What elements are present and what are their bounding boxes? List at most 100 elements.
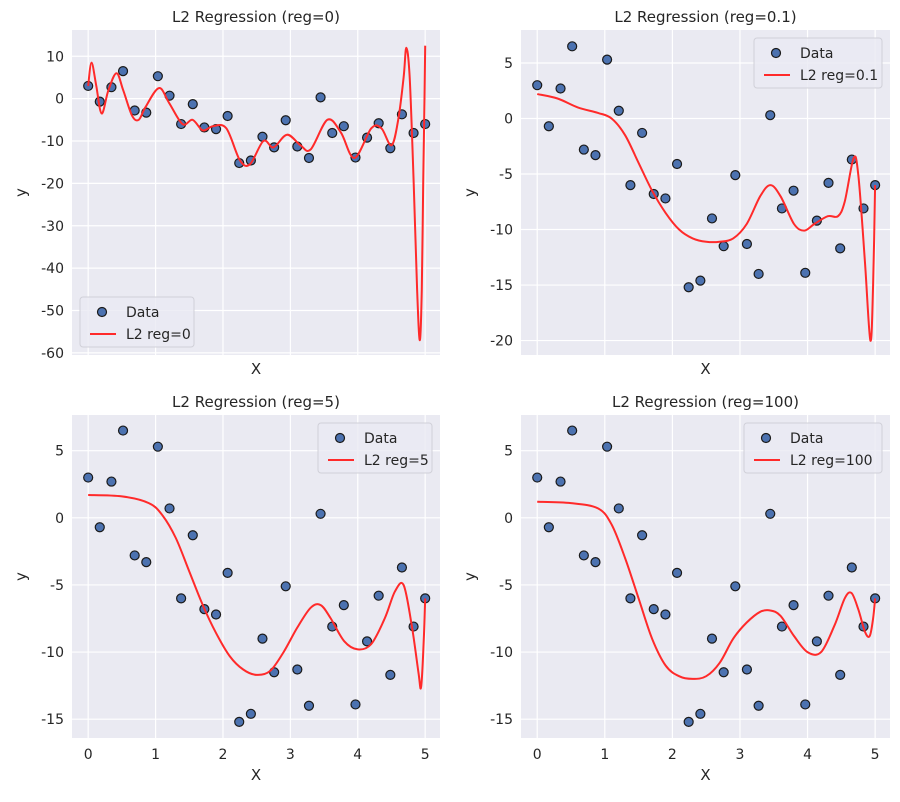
y-tick-label: -40	[41, 261, 64, 277]
data-point	[788, 185, 799, 196]
y-axis-label: y	[461, 188, 479, 197]
y-tick-label: -60	[41, 346, 64, 362]
y-tick-label: 0	[55, 92, 64, 108]
data-point	[396, 562, 408, 573]
data-point	[222, 110, 233, 122]
y-tick-label: 5	[504, 56, 513, 72]
x-tick-label: 4	[803, 747, 812, 763]
data-point	[257, 633, 268, 644]
data-point	[222, 567, 233, 578]
data-point	[420, 118, 431, 130]
data-point	[823, 590, 834, 601]
x-tick-label: 5	[421, 747, 430, 763]
data-point	[315, 92, 326, 103]
plot-marks	[83, 45, 431, 342]
data-point	[532, 80, 543, 91]
legend-label-line: L2 reg=0	[126, 327, 191, 343]
data-point	[543, 522, 554, 533]
data-point	[800, 699, 811, 710]
y-tick-label: 5	[504, 444, 513, 460]
plot-marks	[532, 425, 881, 727]
data-point	[280, 581, 291, 592]
y-tick-label: 0	[504, 111, 513, 127]
data-point	[660, 193, 671, 204]
y-tick-label: -5	[499, 167, 513, 183]
data-point	[637, 530, 648, 541]
subplot-title: L2 Regression (reg=100)	[612, 393, 799, 411]
data-point	[141, 557, 152, 568]
data-point	[706, 213, 718, 224]
data-point	[280, 115, 291, 126]
data-point	[234, 716, 245, 727]
data-point	[671, 567, 683, 578]
data-point	[408, 127, 419, 139]
y-tick-label: -20	[41, 176, 64, 192]
data-point	[187, 99, 198, 110]
legend-marker-data	[760, 432, 772, 444]
x-tick-label: 2	[668, 747, 677, 763]
y-tick-label: -5	[499, 578, 513, 594]
data-point	[800, 267, 811, 278]
y-tick-label: -10	[41, 134, 64, 150]
x-tick-label: 5	[871, 747, 880, 763]
plot-marks	[83, 425, 431, 727]
legend-label-line: L2 reg=100	[790, 453, 873, 469]
y-tick-label: -30	[41, 219, 64, 235]
x-tick-label: 1	[151, 747, 160, 763]
y-tick-label: -5	[50, 578, 64, 594]
legend-marker-data	[334, 432, 346, 444]
data-point	[315, 508, 326, 519]
data-point	[811, 636, 822, 647]
data-point	[373, 590, 384, 601]
x-tick-label: 0	[84, 747, 93, 763]
legend-label-data: Data	[126, 305, 159, 321]
data-point	[601, 54, 613, 65]
data-point	[648, 604, 659, 615]
data-point	[106, 476, 117, 487]
data-point	[385, 669, 396, 681]
data-point	[788, 599, 799, 611]
data-point	[718, 241, 729, 252]
x-tick-label: 0	[533, 747, 542, 763]
x-axis-label: X	[251, 766, 261, 784]
data-point	[706, 633, 718, 644]
fit-line	[537, 500, 877, 680]
data-point	[846, 562, 857, 573]
legend-label-data: Data	[364, 431, 397, 447]
data-point	[695, 708, 706, 719]
data-point	[695, 275, 706, 286]
legend-label-line: L2 reg=5	[364, 453, 429, 469]
subplot-title: L2 Regression (reg=5)	[172, 393, 340, 411]
data-point	[765, 508, 776, 519]
data-point	[637, 127, 648, 139]
legend: Data L2 reg=100	[743, 422, 883, 474]
data-point	[292, 664, 303, 675]
data-point	[338, 599, 349, 611]
y-tick-label: 10	[46, 49, 64, 65]
data-point	[176, 593, 187, 604]
data-point	[613, 503, 624, 514]
data-point	[753, 268, 764, 280]
data-point	[753, 700, 764, 711]
data-point	[567, 425, 578, 436]
y-tick-label: -15	[490, 712, 513, 728]
subplot-title: L2 Regression (reg=0.1)	[614, 8, 796, 26]
legend-label-data: Data	[800, 46, 833, 62]
subplot-4: 5 0 -5 -10 -15 0 1 2 3 4 5 L2 Regression (reg=100) X…	[461, 393, 890, 784]
data-point	[567, 41, 578, 52]
data-point	[776, 621, 788, 632]
data-point	[83, 472, 94, 483]
data-point	[94, 522, 105, 533]
data-point	[660, 609, 671, 620]
y-tick-label: -20	[490, 334, 513, 350]
data-point	[117, 425, 129, 436]
data-point	[187, 530, 198, 541]
data-point	[741, 664, 753, 675]
subplot-3: 5 0 -5 -10 -15 0 1 2 3 4 5 L2 Regression (reg=5) Xy D…	[12, 393, 440, 784]
data-point	[129, 550, 140, 561]
y-tick-label: -15	[41, 712, 64, 728]
data-point	[625, 180, 636, 191]
x-tick-label: 1	[600, 747, 609, 763]
data-point	[765, 110, 776, 121]
